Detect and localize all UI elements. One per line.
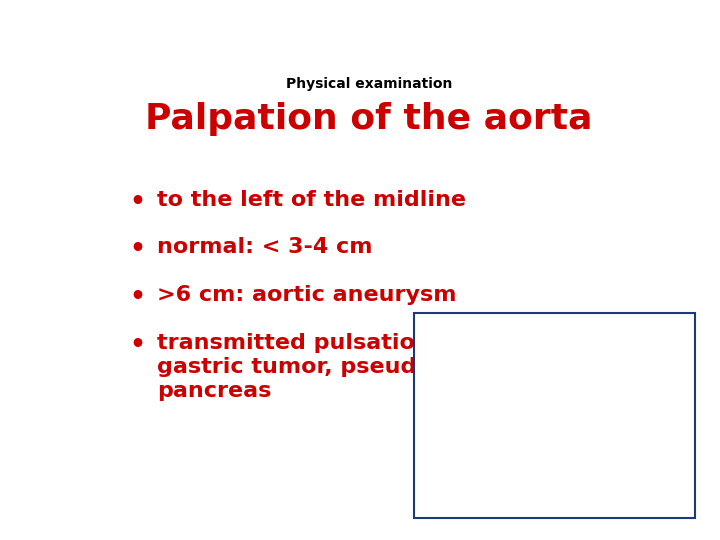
Text: •: • — [129, 333, 145, 357]
Text: Normal
aorta
width: Normal aorta width — [428, 408, 451, 424]
Text: Palpation of the aorta: Palpation of the aorta — [145, 102, 593, 136]
Polygon shape — [494, 312, 615, 516]
Text: to the left of the midline: to the left of the midline — [157, 190, 466, 210]
Text: transmitted pulsations: pancreatic or
gastric tumor, pseudocyst of the
pancreas: transmitted pulsations: pancreatic or ga… — [157, 333, 627, 401]
Text: •: • — [129, 190, 145, 213]
Text: Physical examination: Physical examination — [286, 77, 452, 91]
Ellipse shape — [449, 340, 495, 387]
Text: normal: < 3-4 cm: normal: < 3-4 cm — [157, 238, 372, 258]
Ellipse shape — [625, 340, 670, 387]
Text: Iliac
artery: Iliac artery — [428, 487, 448, 497]
Text: Kidney: Kidney — [456, 335, 482, 344]
Text: •: • — [129, 238, 145, 261]
Polygon shape — [516, 456, 549, 496]
Text: >6 cm: aortic aneurysm: >6 cm: aortic aneurysm — [157, 285, 456, 305]
Text: •: • — [129, 285, 145, 309]
Polygon shape — [560, 456, 582, 480]
Text: Aneurysm: Aneurysm — [646, 406, 678, 410]
Polygon shape — [571, 370, 631, 444]
